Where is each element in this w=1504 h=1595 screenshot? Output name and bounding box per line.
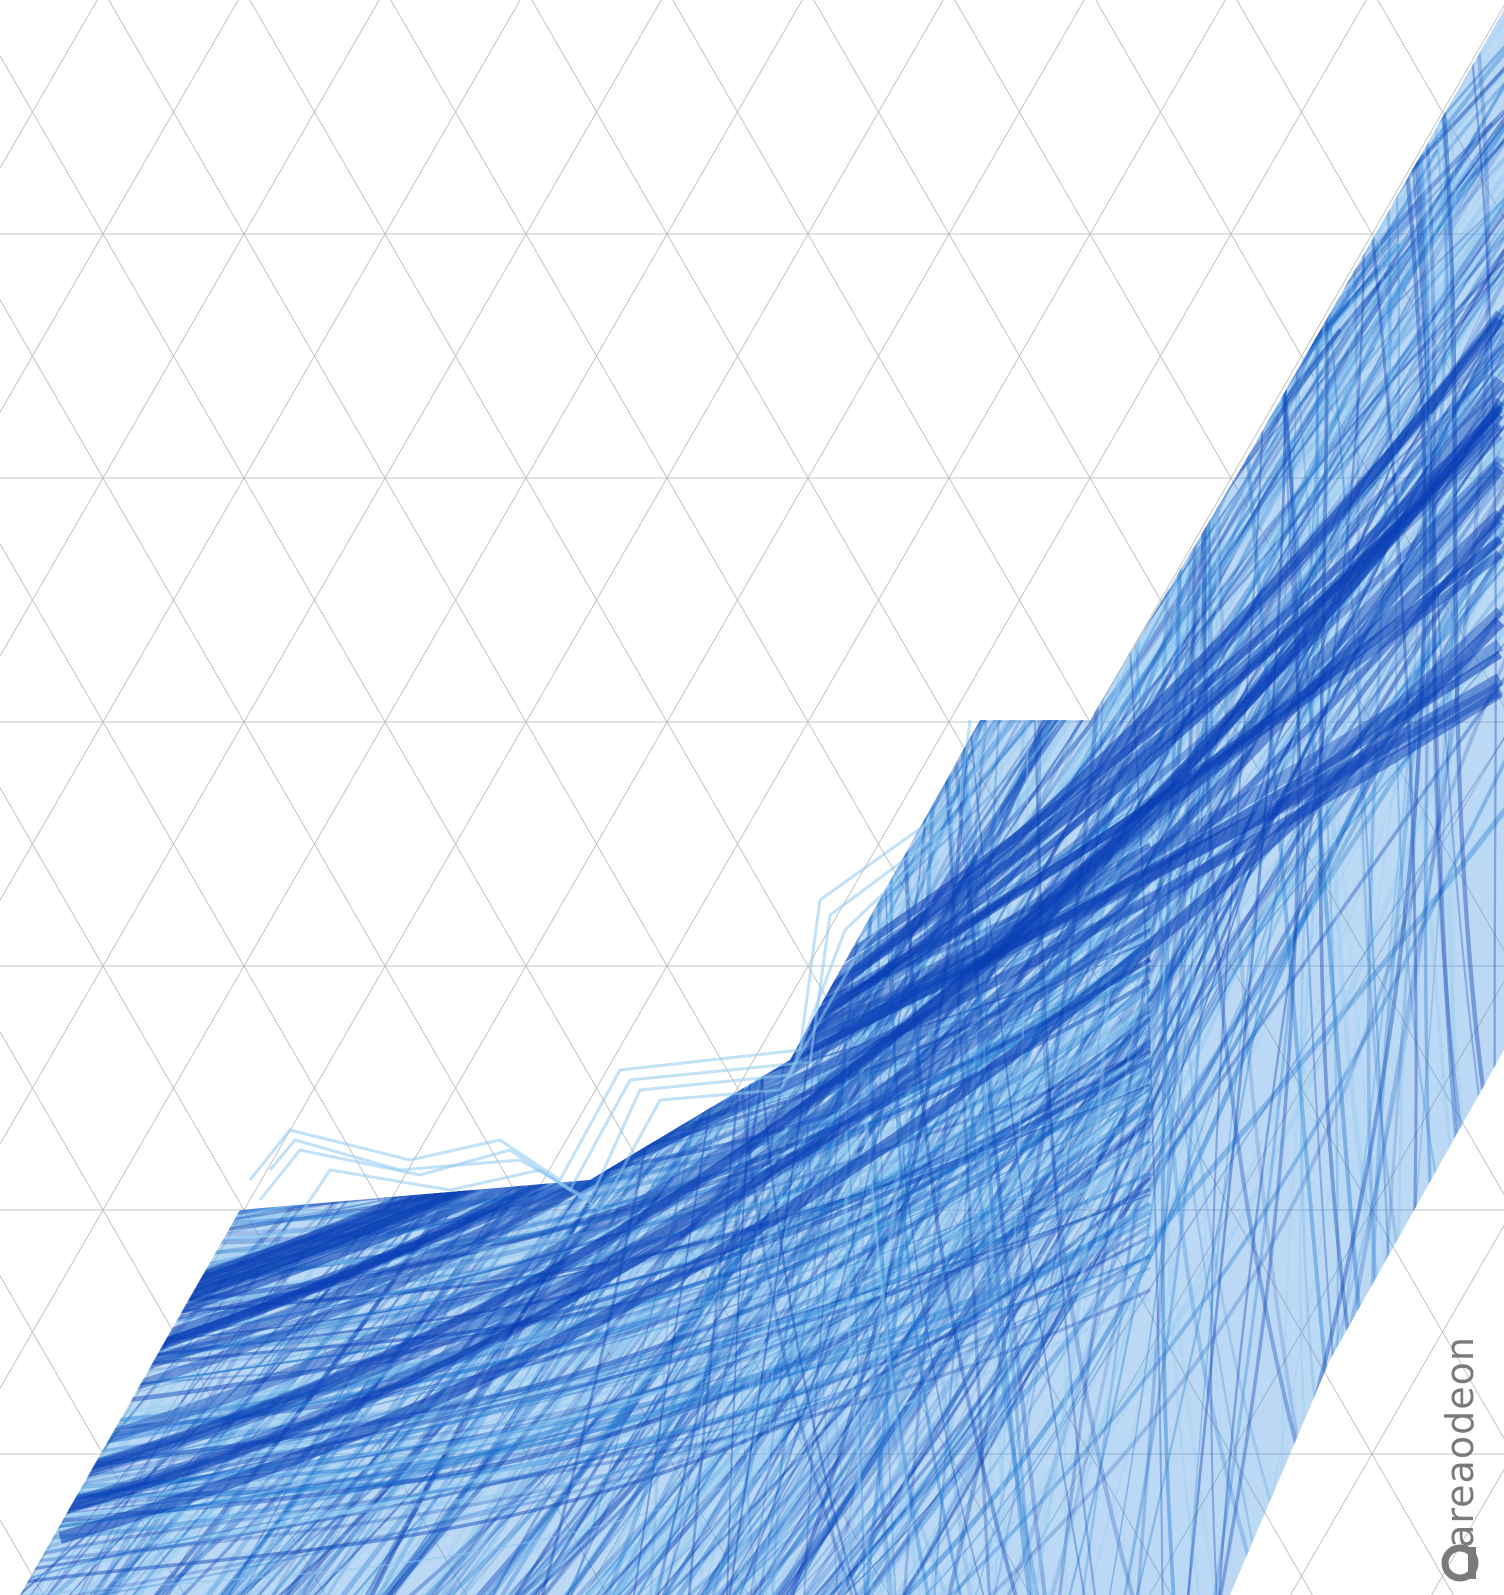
watermark: areaodeon: [1430, 1257, 1490, 1587]
watermark-text: areaodeon: [1438, 1336, 1482, 1548]
stray-light-strands: [248, 719, 987, 1216]
areaodeon-logo-icon: [1441, 1544, 1479, 1582]
